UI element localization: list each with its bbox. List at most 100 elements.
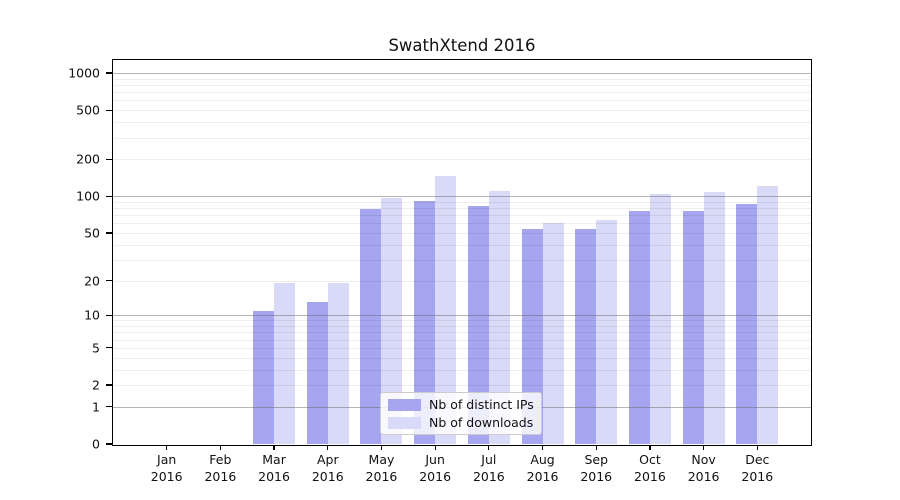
bar-downloads-may	[381, 198, 403, 444]
gridline-minor-600	[113, 100, 811, 102]
gridline-minor-700	[113, 92, 811, 94]
y-tick-mark-2	[106, 384, 113, 386]
x-tick-label-year: 2016	[258, 469, 290, 484]
gridline-minor-900	[113, 78, 811, 80]
x-tick-mark-may	[380, 445, 383, 450]
y-tick-mark-500	[106, 109, 113, 111]
x-tick-label-year: 2016	[687, 469, 720, 484]
x-tick-label-jul: Jul 2016	[457, 451, 521, 485]
y-tick-mark-50	[106, 232, 113, 234]
legend: Nb of distinct IPs Nb of downloads	[380, 392, 542, 435]
y-tick-label-10: 10	[84, 307, 100, 323]
gridline-minor-500	[113, 110, 811, 112]
x-tick-label-year: 2016	[204, 469, 237, 484]
y-tick-label-100: 100	[76, 188, 100, 204]
gridline-minor-5	[113, 347, 811, 349]
x-tick-mark-apr	[327, 445, 329, 450]
bar-downloads-jun	[435, 176, 457, 444]
x-tick-mark-jun	[434, 445, 436, 450]
x-tick-mark-dec	[756, 445, 758, 450]
x-tick-label-year: 2016	[419, 469, 452, 484]
x-tick-label-feb: Feb 2016	[188, 451, 252, 485]
bar-downloads-jul	[488, 191, 510, 444]
gridline-major-10	[113, 315, 811, 317]
y-tick-mark-20	[106, 279, 113, 282]
x-tick-label-year: 2016	[150, 469, 183, 484]
y-tick-mark-5	[106, 347, 113, 349]
x-tick-label-year: 2016	[365, 469, 398, 484]
x-tick-label-may: May 2016	[349, 451, 413, 485]
gridline-major-100	[113, 196, 811, 198]
bar-distinct-ips-jun	[414, 200, 436, 444]
y-tick-label-1000: 1000	[68, 65, 100, 81]
x-tick-label-year: 2016	[311, 469, 344, 484]
x-tick-label-dec: Dec 2016	[725, 451, 789, 485]
chart-title: SwathXtend 2016	[388, 36, 536, 55]
gridline-minor-60	[113, 223, 811, 225]
gridline-minor-200	[113, 159, 811, 161]
gridline-minor-4	[113, 357, 811, 359]
y-tick-label-1: 1	[92, 399, 100, 415]
legend-row-distinct-ips: Nb of distinct IPs	[388, 397, 541, 412]
bar-downloads-oct	[649, 194, 671, 444]
x-tick-label-apr: Apr 2016	[296, 451, 360, 485]
bar-distinct-ips-may	[360, 208, 382, 444]
gridline-minor-3	[113, 369, 811, 371]
bar-downloads-nov	[703, 192, 725, 444]
bar-distinct-ips-dec	[736, 203, 758, 444]
bar-downloads-dec	[757, 186, 779, 444]
gridline-minor-20	[113, 280, 811, 282]
bar-distinct-ips-apr	[306, 302, 328, 444]
gridline-minor-30	[113, 259, 811, 261]
gridline-minor-70	[113, 215, 811, 217]
x-tick-label-mar: Mar 2016	[242, 451, 306, 485]
x-tick-label-year: 2016	[472, 469, 505, 484]
gridline-minor-300	[113, 137, 811, 139]
y-tick-mark-1000	[106, 72, 113, 74]
x-tick-label-oct: Oct 2016	[618, 451, 682, 485]
x-tick-mark-jan	[166, 445, 168, 450]
bar-distinct-ips-nov	[682, 210, 704, 444]
x-tick-mark-jul	[488, 445, 490, 450]
y-tick-label-2: 2	[92, 377, 100, 393]
gridline-minor-2	[113, 385, 811, 386]
y-tick-label-50: 50	[84, 225, 100, 241]
x-tick-label-jan: Jan 2016	[135, 451, 199, 485]
x-tick-mark-feb	[219, 445, 222, 450]
x-tick-mark-nov	[702, 445, 705, 450]
y-tick-mark-1	[106, 406, 113, 408]
x-tick-label-aug: Aug 2016	[511, 451, 575, 485]
gridline-minor-90	[113, 201, 811, 203]
bar-distinct-ips-jul	[467, 206, 489, 444]
y-tick-mark-200	[106, 158, 113, 160]
x-tick-label-nov: Nov 2016	[672, 451, 736, 485]
bar-downloads-aug	[542, 223, 564, 444]
y-tick-label-5: 5	[92, 340, 100, 356]
gridline-minor-8	[113, 326, 811, 327]
bar-distinct-ips-mar	[253, 310, 275, 444]
gridline-minor-400	[113, 122, 811, 124]
y-tick-label-500: 500	[76, 102, 100, 118]
x-tick-label-year: 2016	[741, 469, 774, 484]
x-tick-mark-sep	[595, 445, 597, 450]
y-tick-mark-0	[106, 443, 113, 445]
legend-label-downloads: Nb of downloads	[429, 415, 534, 430]
legend-label-distinct-ips: Nb of distinct IPs	[429, 397, 534, 412]
gridline-minor-50	[113, 232, 811, 234]
x-tick-mark-aug	[541, 445, 544, 450]
legend-row-downloads: Nb of downloads	[388, 415, 541, 430]
legend-swatch-distinct-ips	[388, 398, 421, 411]
bar-distinct-ips-aug	[521, 228, 543, 444]
y-tick-label-200: 200	[76, 151, 100, 167]
x-tick-mark-oct	[649, 445, 651, 450]
bar-distinct-ips-sep	[575, 228, 597, 444]
x-tick-label-year: 2016	[580, 469, 613, 484]
gridline-minor-80	[113, 208, 811, 210]
x-tick-label-year: 2016	[526, 469, 559, 484]
bar-downloads-apr	[327, 283, 349, 444]
legend-swatch-downloads	[388, 416, 421, 429]
y-tick-mark-10	[106, 314, 113, 316]
bar-downloads-mar	[274, 283, 296, 444]
y-tick-mark-100	[106, 195, 113, 197]
